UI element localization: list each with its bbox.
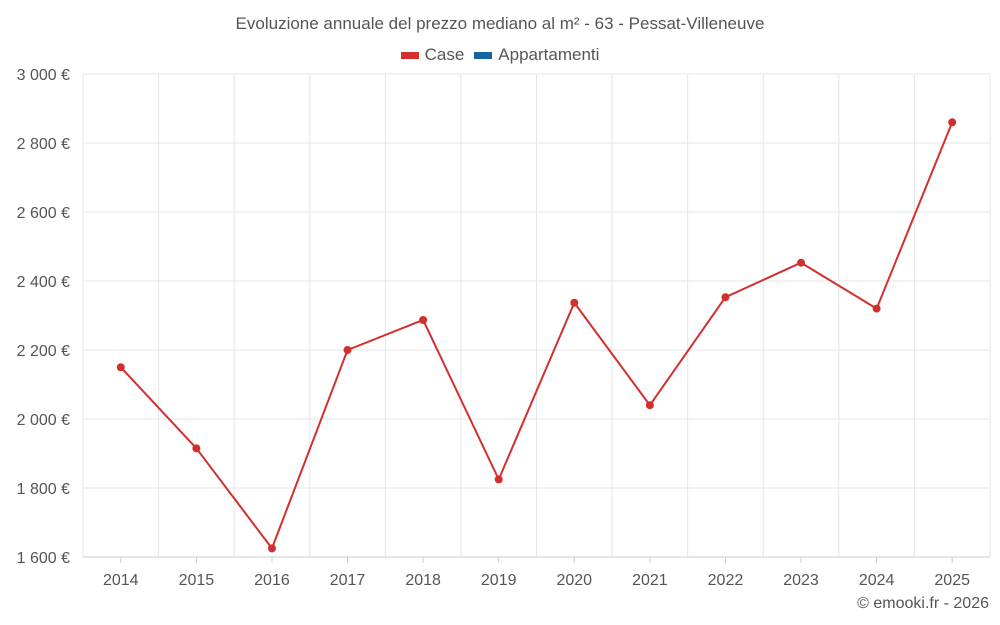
y-tick-label: 2 800 € (17, 136, 70, 153)
y-tick-label: 2 200 € (17, 343, 70, 360)
data-point (116, 363, 125, 372)
legend-swatch-appartamenti (474, 51, 493, 59)
legend-swatch-case (400, 51, 419, 59)
data-point (267, 544, 276, 553)
data-point (872, 304, 881, 313)
x-tick-label: 2019 (481, 572, 517, 589)
legend-label-appartamenti: Appartamenti (498, 45, 600, 64)
data-point (645, 401, 654, 410)
x-tick-label: 2025 (934, 572, 970, 589)
data-point (494, 475, 503, 484)
x-tick-label: 2022 (708, 572, 744, 589)
y-tick-label: 2 000 € (17, 412, 70, 429)
x-tick-label: 2015 (179, 572, 215, 589)
y-tick-label: 1 600 € (17, 550, 70, 567)
x-tick-label: 2023 (783, 572, 819, 589)
y-tick-label: 2 600 € (17, 205, 70, 222)
x-tick-label: 2017 (330, 572, 366, 589)
credit-text: © emooki.fr - 2026 (857, 595, 989, 612)
legend-label-case: Case (424, 45, 465, 64)
x-tick-label: 2021 (632, 572, 668, 589)
data-point (570, 298, 579, 307)
x-tick-label: 2016 (254, 572, 290, 589)
x-tick-label: 2020 (556, 572, 592, 589)
x-tick-label: 2024 (859, 572, 895, 589)
chart-title: Evoluzione annuale del prezzo mediano al… (235, 14, 765, 33)
y-tick-label: 2 400 € (17, 274, 70, 291)
y-tick-label: 1 800 € (17, 481, 70, 498)
legend-item-appartamenti[interactable]: Appartamenti (474, 45, 599, 65)
data-point (343, 346, 352, 354)
data-point (948, 118, 957, 127)
legend-item-case[interactable]: Case (400, 45, 465, 65)
data-point (797, 258, 806, 267)
y-tick-label: 3 000 € (17, 67, 70, 84)
data-point (419, 315, 428, 324)
x-tick-label: 2018 (405, 572, 441, 589)
series-line-case (120, 121, 954, 550)
data-point (721, 293, 730, 302)
chart-legend: Case Appartamenti (0, 45, 1000, 65)
x-tick-label: 2014 (103, 572, 139, 589)
data-point (192, 444, 201, 453)
